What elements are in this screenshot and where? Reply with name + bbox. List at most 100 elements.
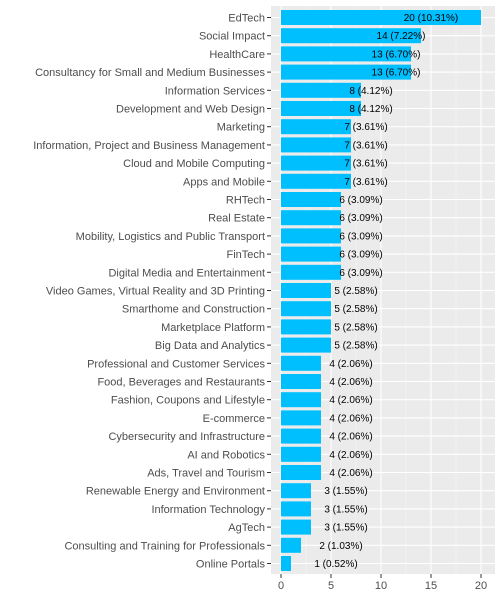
bar <box>281 10 481 25</box>
bar <box>281 446 321 462</box>
bar <box>281 428 321 444</box>
data-label: 4 (2.06%) <box>329 413 372 424</box>
category-label: Real Estate <box>208 213 265 225</box>
data-label: 4 (2.06%) <box>329 450 372 461</box>
category-label: AgTech <box>228 522 265 534</box>
bar <box>281 228 341 244</box>
data-label: 7 (3.61%) <box>344 159 387 170</box>
bar <box>281 192 341 207</box>
bar <box>281 556 291 571</box>
data-label: 7 (3.61%) <box>344 140 387 151</box>
data-label: 7 (3.61%) <box>344 177 387 188</box>
bar <box>281 483 311 499</box>
data-label: 20 (10.31%) <box>404 13 458 24</box>
data-label: 7 (3.61%) <box>344 122 387 133</box>
bar <box>281 101 361 116</box>
category-label: Information Services <box>165 85 266 97</box>
y-axis: EdTech Social Impact HealthCare Consultancy… <box>33 13 271 571</box>
bar <box>281 392 321 408</box>
bar <box>281 501 311 517</box>
bar <box>281 519 311 535</box>
bar <box>281 337 331 353</box>
bars <box>281 10 481 571</box>
data-label: 8 (4.12%) <box>349 86 392 97</box>
bar <box>281 64 411 80</box>
bar <box>281 301 331 317</box>
category-label: Mobility, Logistics and Public Transport <box>76 231 265 243</box>
category-label: Marketing <box>217 122 265 134</box>
bar <box>281 119 351 135</box>
bar <box>281 137 351 153</box>
data-label: 4 (2.06%) <box>329 359 372 370</box>
bar <box>281 465 321 480</box>
bar <box>281 410 321 426</box>
data-label: 5 (2.58%) <box>334 322 377 333</box>
bar <box>281 210 341 226</box>
bar <box>281 46 411 62</box>
category-label: Smarthome and Construction <box>122 304 265 316</box>
bar <box>281 283 331 298</box>
bar <box>281 155 351 171</box>
category-label: Big Data and Analytics <box>155 340 266 352</box>
data-label: 2 (1.03%) <box>319 541 362 552</box>
data-label: 4 (2.06%) <box>329 468 372 479</box>
data-label: 6 (3.09%) <box>339 195 382 206</box>
data-label: 5 (2.58%) <box>334 286 377 297</box>
data-label: 6 (3.09%) <box>339 268 382 279</box>
category-label: E-commerce <box>203 413 265 425</box>
data-label: 1 (0.52%) <box>314 559 357 570</box>
x-tick-label: 5 <box>328 580 334 592</box>
data-label: 4 (2.06%) <box>329 377 372 388</box>
category-label: FinTech <box>226 249 265 261</box>
bar <box>281 173 351 189</box>
x-tick-label: 15 <box>425 580 437 592</box>
data-label: 13 (6.70%) <box>372 68 421 79</box>
x-tick-label: 10 <box>375 580 387 592</box>
bar <box>281 355 321 371</box>
category-label: Information, Project and Business Manage… <box>33 140 265 152</box>
category-label: Apps and Mobile <box>183 176 265 188</box>
category-label: Marketplace Platform <box>161 322 265 334</box>
category-label: Online Portals <box>196 559 266 571</box>
bar <box>281 537 301 553</box>
data-labels: 20 (10.31%) 14 (7.22%) 13 (6.70%) 13 (6.70%… <box>314 13 458 570</box>
bar <box>281 82 361 98</box>
category-label: Professional and Customer Services <box>87 358 265 370</box>
category-label: Ads, Travel and Tourism <box>147 468 265 480</box>
category-label: Cybersecurity and Infrastructure <box>108 431 265 443</box>
category-label: Video Games, Virtual Reality and 3D Prin… <box>46 286 265 298</box>
data-label: 14 (7.22%) <box>377 31 426 42</box>
data-label: 6 (3.09%) <box>339 213 382 224</box>
category-label: Digital Media and Entertainment <box>108 267 265 279</box>
category-label: Development and Web Design <box>116 104 265 116</box>
data-label: 8 (4.12%) <box>349 104 392 115</box>
data-label: 4 (2.06%) <box>329 395 372 406</box>
bar <box>281 28 421 44</box>
bar <box>281 246 341 262</box>
x-tick-label: 0 <box>278 580 284 592</box>
bar <box>281 319 331 335</box>
data-label: 5 (2.58%) <box>334 341 377 352</box>
bar <box>281 264 341 280</box>
category-label: Food, Beverages and Restaurants <box>97 377 265 389</box>
x-axis: 0 5 10 15 20 <box>278 574 487 592</box>
category-label: Fashion, Coupons and Lifestyle <box>111 395 265 407</box>
data-label: 3 (1.55%) <box>324 486 367 497</box>
category-label: Information Technology <box>151 504 265 516</box>
data-label: 3 (1.55%) <box>324 523 367 534</box>
bar <box>281 374 321 389</box>
data-label: 13 (6.70%) <box>372 49 421 60</box>
category-label: AI and Robotics <box>187 449 265 461</box>
data-label: 6 (3.09%) <box>339 250 382 261</box>
category-label: RHTech <box>226 195 265 207</box>
category-label: Social Impact <box>199 31 265 43</box>
data-label: 4 (2.06%) <box>329 432 372 443</box>
category-label: Consultancy for Small and Medium Busines… <box>35 67 265 79</box>
category-label: HealthCare <box>209 49 265 61</box>
x-tick-label: 20 <box>475 580 487 592</box>
data-label: 5 (2.58%) <box>334 304 377 315</box>
category-label: EdTech <box>228 13 265 25</box>
data-label: 3 (1.55%) <box>324 504 367 515</box>
data-label: 6 (3.09%) <box>339 231 382 242</box>
